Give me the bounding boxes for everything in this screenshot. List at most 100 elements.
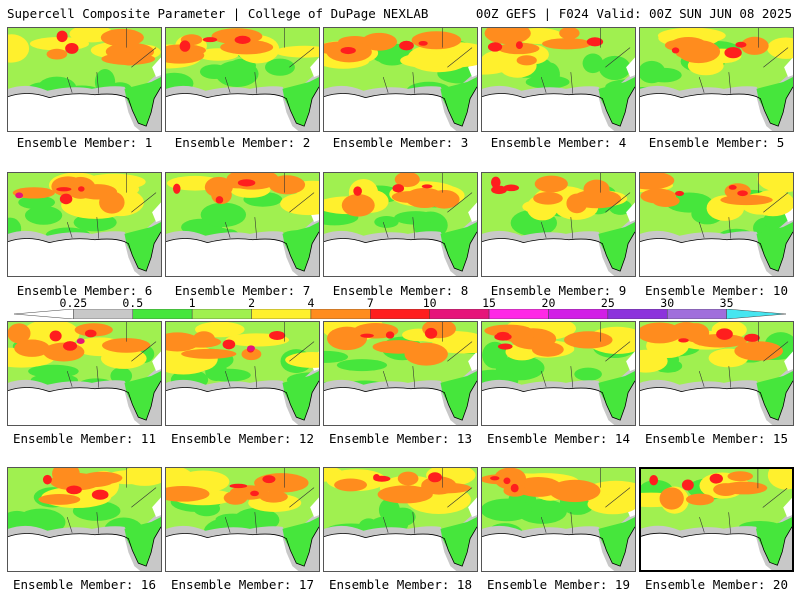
- ensemble-member-label: Ensemble Member: 7: [174, 283, 311, 298]
- scp-contour-4: [516, 55, 537, 66]
- coastline: [324, 526, 477, 567]
- scp-contour-2: [400, 53, 449, 68]
- ensemble-panel[interactable]: [165, 467, 320, 572]
- scp-contour-7: [385, 331, 395, 339]
- scp-contour-7: [681, 479, 694, 491]
- ensemble-panel[interactable]: [639, 321, 794, 426]
- color-scale-tick-label: 7: [366, 296, 374, 310]
- ensemble-panel[interactable]: [639, 27, 794, 132]
- ensemble-member-label: Ensemble Member: 14: [487, 431, 630, 446]
- scp-contour-4: [640, 188, 677, 204]
- scp-contour-0-5: [110, 367, 133, 385]
- scp-contour-4: [566, 193, 588, 214]
- scp-contour-7: [716, 328, 733, 340]
- ensemble-panel[interactable]: [481, 321, 636, 426]
- ensemble-panel[interactable]: [481, 27, 636, 132]
- ensemble-panel[interactable]: [481, 467, 636, 572]
- scp-contour-10: [15, 192, 24, 199]
- scp-contour-7: [229, 483, 248, 489]
- ensemble-panel[interactable]: [323, 321, 478, 426]
- scp-map: [324, 322, 477, 425]
- ensemble-panel[interactable]: [7, 321, 162, 426]
- state-borders: [66, 468, 157, 534]
- scp-contour-4: [166, 47, 205, 64]
- scp-map: [166, 468, 319, 571]
- scp-contour-4: [241, 348, 262, 361]
- scp-contour-4: [377, 485, 433, 504]
- ensemble-member-label: Ensemble Member: 13: [329, 431, 472, 446]
- florida-land: [756, 371, 793, 421]
- scp-contour-10: [247, 345, 255, 352]
- scp-contour-7: [737, 190, 748, 197]
- scp-contour-0-5: [574, 367, 602, 381]
- scp-contour-4: [52, 468, 80, 486]
- gulf-water: [482, 93, 615, 131]
- scp-map: [482, 322, 635, 425]
- scp-contour-4: [420, 482, 472, 494]
- scp-contour-4: [12, 187, 55, 199]
- scp-contour-7: [744, 333, 760, 342]
- scp-contour-4: [583, 179, 610, 199]
- scp-map: [482, 173, 635, 276]
- state-borders: [698, 28, 789, 94]
- scp-contour-0-5: [200, 202, 247, 227]
- state-borders: [224, 468, 315, 534]
- state-borders: [382, 28, 473, 94]
- scp-contour-7: [373, 474, 380, 481]
- ensemble-panel[interactable]: [323, 467, 478, 572]
- scp-contour-4: [223, 491, 248, 505]
- color-scale-segment: [726, 309, 786, 319]
- ensemble-panel[interactable]: [165, 27, 320, 132]
- ensemble-panel[interactable]: [639, 172, 794, 277]
- scp-map: [640, 28, 793, 131]
- scp-contour-7: [491, 176, 501, 189]
- scp-contour-0-5: [324, 350, 349, 363]
- atlantic-water: [152, 497, 161, 518]
- scp-contour-4: [564, 331, 613, 349]
- scp-contour-7: [421, 184, 433, 189]
- scp-contour-2: [757, 173, 793, 193]
- ensemble-panel[interactable]: [323, 172, 478, 277]
- florida-land: [440, 222, 477, 272]
- atlantic-water: [468, 202, 477, 223]
- scp-contour-4: [166, 332, 200, 352]
- scp-contour-4: [411, 31, 462, 50]
- color-scale-segment: [191, 309, 252, 319]
- scp-contour-4: [341, 193, 375, 217]
- scp-contour-4: [181, 348, 237, 359]
- ensemble-panel[interactable]: [7, 172, 162, 277]
- ensemble-panel[interactable]: [165, 321, 320, 426]
- color-scale-tick-label: 1: [188, 296, 196, 310]
- scp-contour-4: [100, 28, 144, 47]
- color-scale-tick-label: 10: [422, 296, 437, 310]
- scp-contour-0-5: [18, 195, 56, 210]
- ensemble-panel[interactable]: [7, 467, 162, 572]
- coastline: [166, 231, 319, 272]
- scp-contour-2: [767, 469, 792, 490]
- scp-contour-7: [497, 343, 513, 350]
- scp-contour-7: [671, 47, 680, 54]
- ensemble-member-label: Ensemble Member: 11: [13, 431, 156, 446]
- ensemble-panel[interactable]: [7, 27, 162, 132]
- coastline: [482, 86, 635, 127]
- florida-land: [755, 517, 792, 566]
- state-borders: [698, 322, 789, 388]
- color-scale-tick-label: 4: [307, 296, 315, 310]
- florida-land: [756, 77, 793, 127]
- coastline: [640, 231, 793, 272]
- ensemble-member-label: Ensemble Member: 10: [645, 283, 788, 298]
- ensemble-panel[interactable]: [639, 467, 794, 572]
- state-borders: [540, 322, 631, 388]
- gulf-water: [8, 93, 141, 131]
- atlantic-water: [468, 497, 477, 518]
- florida-land: [124, 517, 161, 567]
- ensemble-panel[interactable]: [165, 172, 320, 277]
- gulf-water: [166, 93, 299, 131]
- ensemble-panel[interactable]: [323, 27, 478, 132]
- scp-contour-4: [51, 176, 85, 197]
- scp-contour-7: [724, 47, 742, 59]
- color-scale-segment: [666, 309, 727, 319]
- scp-contour-0-5: [646, 67, 682, 83]
- ensemble-panel[interactable]: [481, 172, 636, 277]
- ensemble-member-label: Ensemble Member: 6: [16, 283, 153, 298]
